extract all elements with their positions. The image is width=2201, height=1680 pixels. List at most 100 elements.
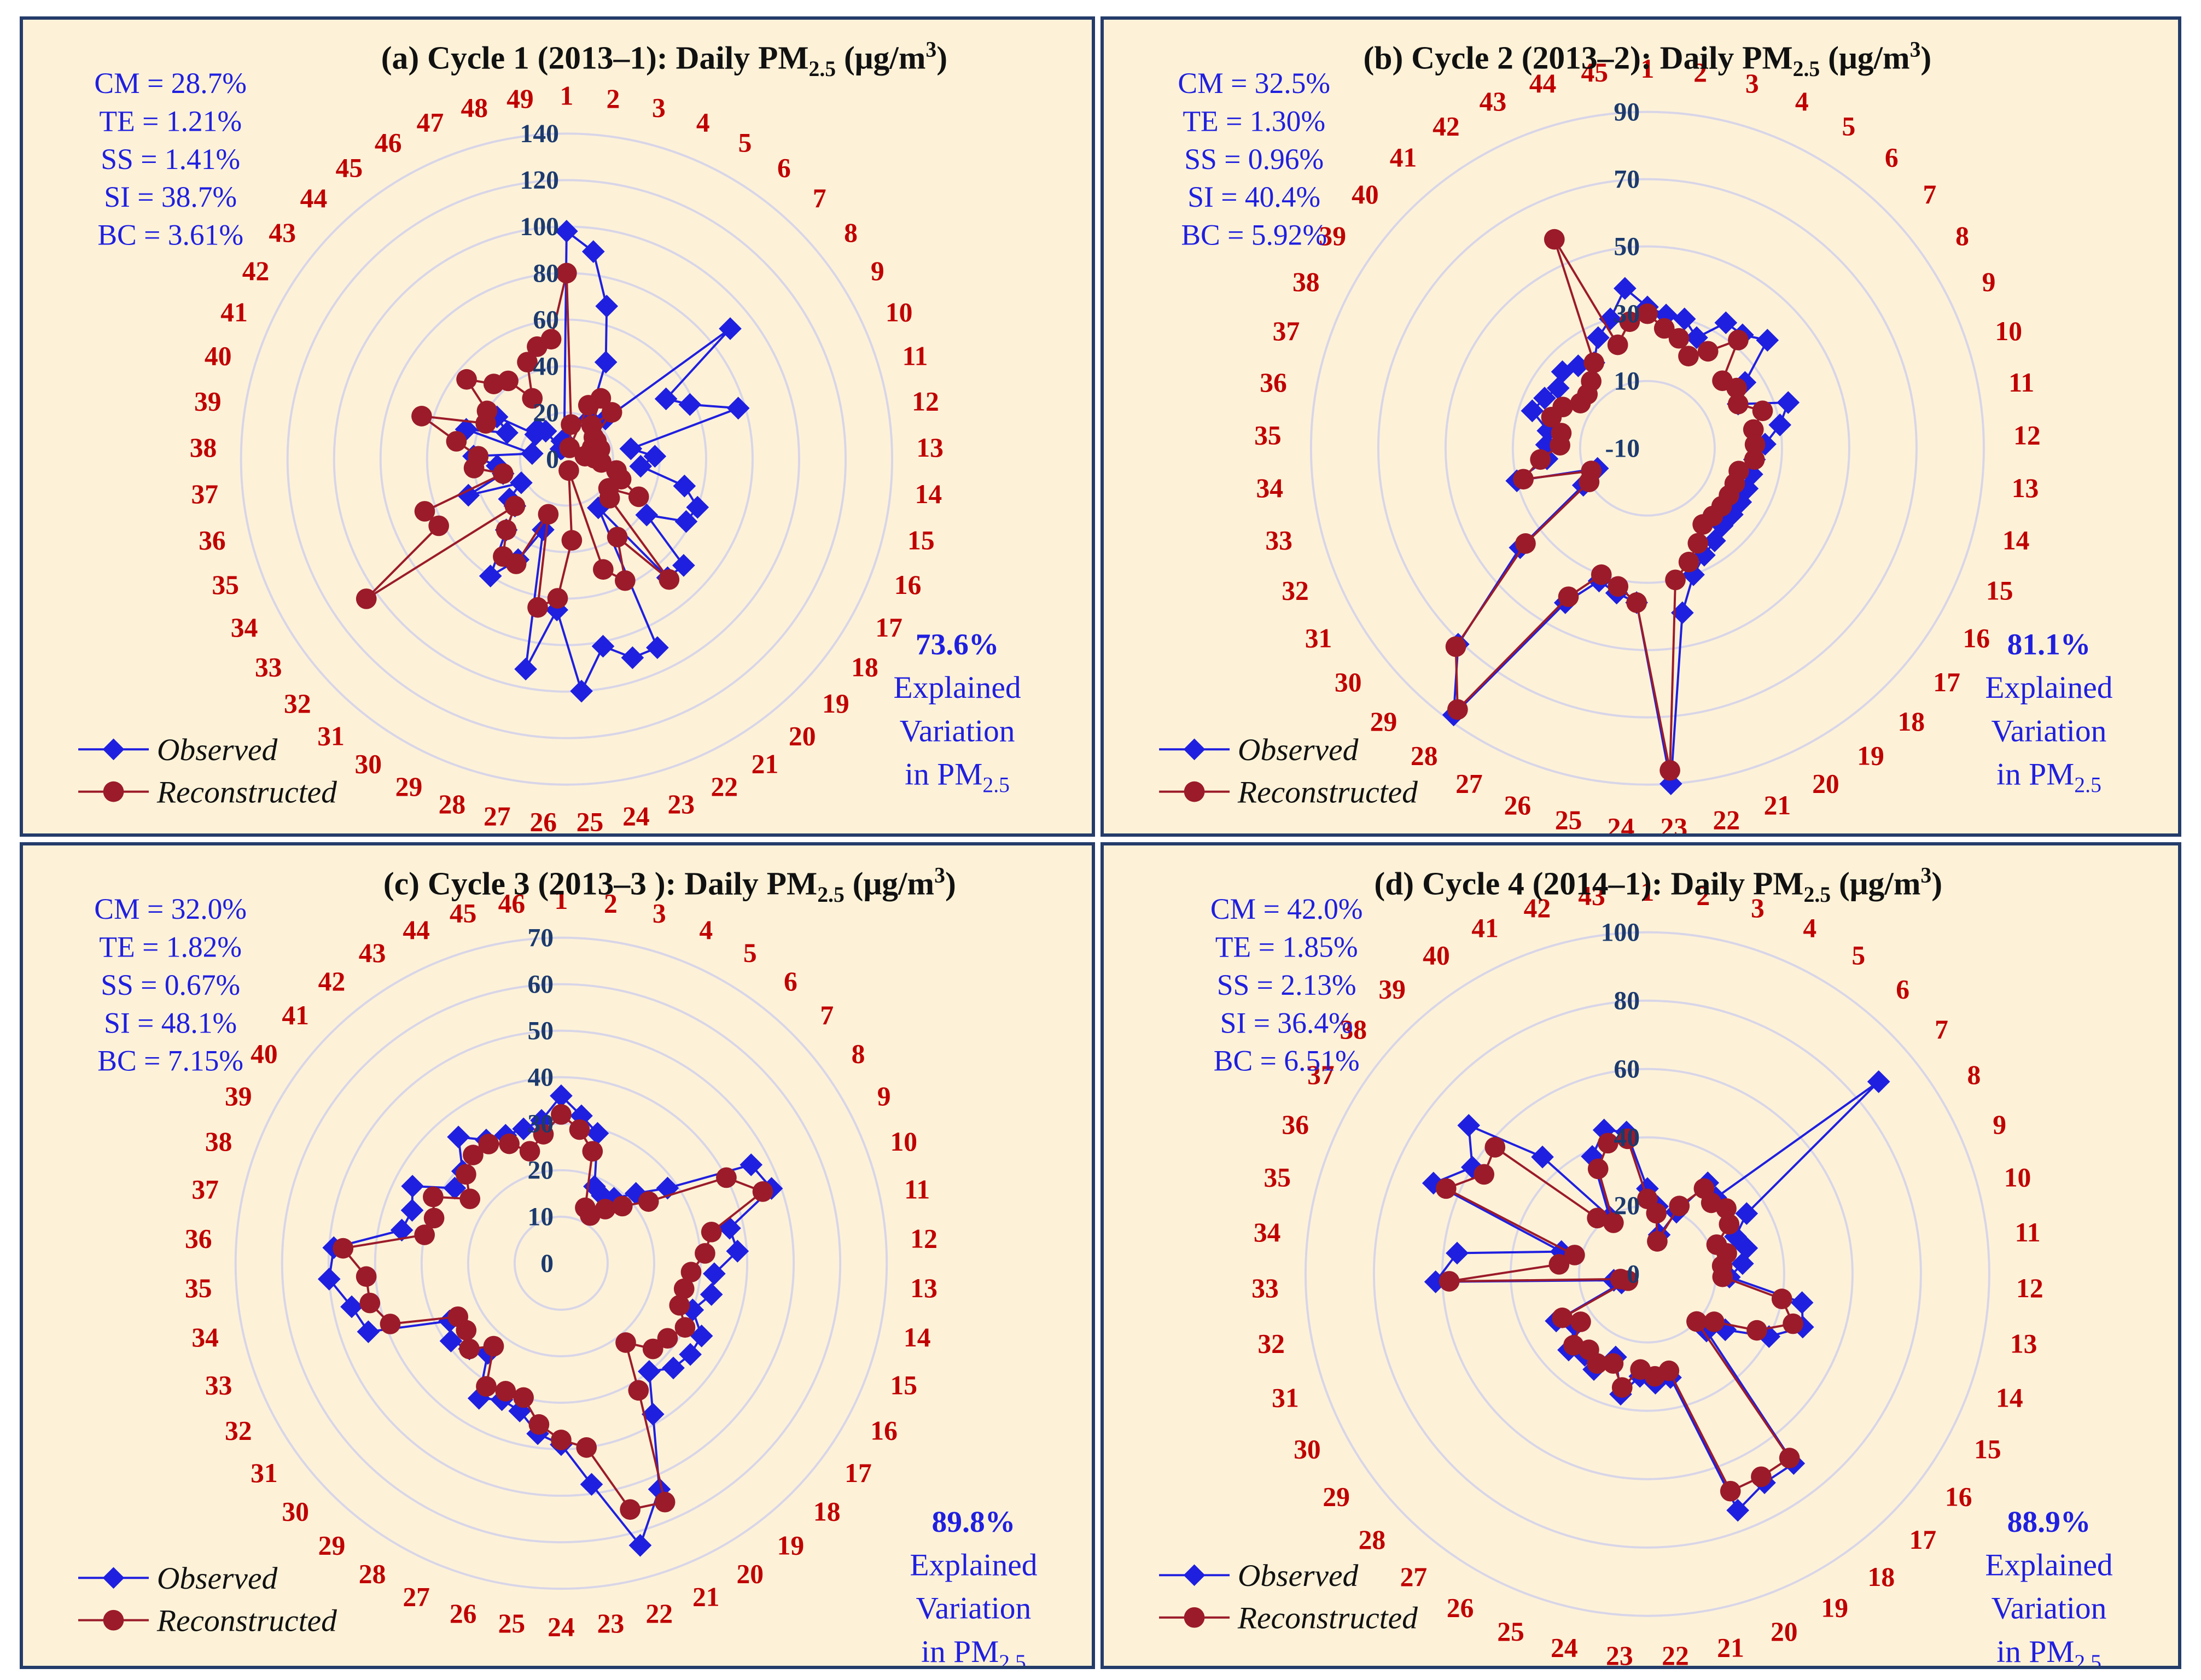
reconstructed-marker [1626, 592, 1647, 613]
category-label: 43 [359, 938, 386, 968]
axis-tick-label: 140 [520, 120, 559, 148]
reconstructed-marker [695, 1243, 715, 1264]
legend-observed-icon [1183, 1564, 1206, 1586]
category-label: 17 [1933, 667, 1960, 697]
gridline-circle [1579, 380, 1716, 517]
observed-marker [718, 1217, 741, 1240]
chart-panel-b: 1 2 3 4 5 6 7 8 9 10 11 12 13 14 15 16 17 18 19 20 21 22 23 24 2… [1100, 16, 2181, 837]
category-label: 26 [450, 1599, 477, 1629]
category-label: 35 [185, 1273, 212, 1303]
axis-tick-label: 30 [527, 1110, 554, 1139]
axis-tick-label: 120 [520, 166, 559, 195]
axis-tick-label: 30 [1614, 300, 1640, 329]
reconstructed-marker [1751, 1466, 1772, 1488]
observed-marker [1714, 311, 1738, 335]
category-label: 28 [439, 789, 466, 819]
category-label: 5 [1851, 940, 1865, 970]
reconstructed-marker [414, 1224, 435, 1245]
reconstructed-marker [590, 388, 612, 409]
observed-marker [1710, 514, 1734, 538]
category-label: 21 [1717, 1632, 1744, 1662]
category-label: 33 [1251, 1273, 1279, 1303]
legend-reconstructed-label: Reconstructed [156, 775, 337, 809]
observed-marker [496, 421, 519, 445]
reconstructed-marker [517, 352, 538, 373]
observed-marker [1521, 399, 1544, 423]
category-label: 24 [622, 801, 650, 831]
chart-panel-d: 1 2 3 4 5 6 7 8 9 10 11 12 13 14 15 16 17 18 19 20 21 22 23 24 2… [1100, 842, 2181, 1669]
category-label: 27 [1455, 769, 1483, 799]
reconstructed-marker [680, 1262, 702, 1282]
reconstructed-marker [561, 414, 581, 435]
category-label: 32 [1257, 1329, 1285, 1359]
category-label: 7 [813, 183, 826, 213]
legend-observed-icon [102, 1567, 125, 1589]
reconstructed-marker [1445, 636, 1466, 657]
reconstructed-marker [359, 1292, 381, 1314]
category-label: 30 [1335, 667, 1362, 697]
reconstructed-marker [1771, 1288, 1792, 1309]
reconstructed-marker [673, 1278, 695, 1299]
observed-marker [1533, 387, 1556, 410]
observed-marker [595, 295, 619, 318]
category-label: 15 [1974, 1434, 2001, 1464]
category-label: 5 [1842, 112, 1855, 142]
reconstructed-marker [522, 388, 543, 409]
chart-title: (d) Cycle 4 (2014–1): Daily PM2.5 (μg/m3… [1374, 863, 1942, 907]
category-label: 38 [1292, 267, 1320, 297]
category-label: 33 [205, 1370, 232, 1400]
reconstructed-marker [1611, 1377, 1633, 1398]
reconstructed-marker [1653, 318, 1675, 339]
gridline-circle [240, 132, 894, 786]
explained-caption: Variation [1992, 714, 2107, 748]
category-label: 10 [886, 297, 913, 327]
axis-tick-label: 40 [533, 352, 559, 381]
explained-caption: Explained [1985, 670, 2112, 705]
reconstructed-marker [1716, 1198, 1737, 1219]
reconstructed-marker [654, 1491, 676, 1513]
reconstructed-marker [356, 588, 377, 609]
category-label: 20 [1771, 1617, 1798, 1647]
category-label: 17 [1909, 1525, 1937, 1555]
category-label: 27 [1400, 1562, 1428, 1592]
observed-marker [1867, 1070, 1890, 1093]
category-label: 38 [190, 433, 217, 463]
explained-percentage: 81.1% [2007, 628, 2091, 662]
category-label: 10 [1995, 316, 2023, 346]
category-label: 1 [560, 81, 573, 111]
category-label: 19 [777, 1530, 805, 1560]
axis-tick-label: 10 [1614, 368, 1640, 396]
gridline-circle [519, 411, 614, 507]
axis-tick-label: 0 [540, 1250, 554, 1278]
reconstructed-marker [1726, 377, 1747, 399]
explained-percentage: 89.8% [932, 1505, 1016, 1539]
observed-marker [581, 240, 605, 263]
legend-observed-label: Observed [157, 733, 278, 767]
category-label: 12 [912, 386, 939, 416]
category-label: 11 [2015, 1217, 2041, 1247]
observed-marker [672, 554, 695, 577]
explained-caption: Variation [900, 714, 1015, 748]
category-label: 37 [1307, 1060, 1335, 1090]
observed-marker [654, 387, 678, 411]
gridline-circle [1444, 245, 1850, 651]
observed-marker [591, 634, 615, 658]
reconstructed-marker [423, 1208, 445, 1229]
category-label: 23 [1606, 1641, 1633, 1666]
reconstructed-marker [1515, 533, 1536, 554]
legend-reconstructed-icon [103, 1609, 124, 1631]
category-label: 45 [450, 899, 477, 929]
axis-tick-label: 20 [527, 1157, 554, 1185]
category-label: 3 [1745, 68, 1759, 98]
reconstructed-marker [333, 1238, 354, 1259]
reconstructed-marker [493, 546, 514, 567]
reconstructed-marker [411, 406, 432, 427]
chart-panel-a: 1 2 3 4 5 6 7 8 9 10 11 12 13 14 15 16 17 18 19 20 21 22 23 24 2… [20, 16, 1095, 837]
category-label: 11 [904, 1175, 930, 1205]
reconstructed-marker [556, 262, 577, 284]
explained-caption: in PM2.5 [921, 1635, 1026, 1666]
category-label: 41 [1390, 143, 1417, 173]
reconstructed-marker [423, 1186, 444, 1208]
reconstructed-marker [1587, 1158, 1609, 1180]
observed-marker [534, 419, 557, 443]
